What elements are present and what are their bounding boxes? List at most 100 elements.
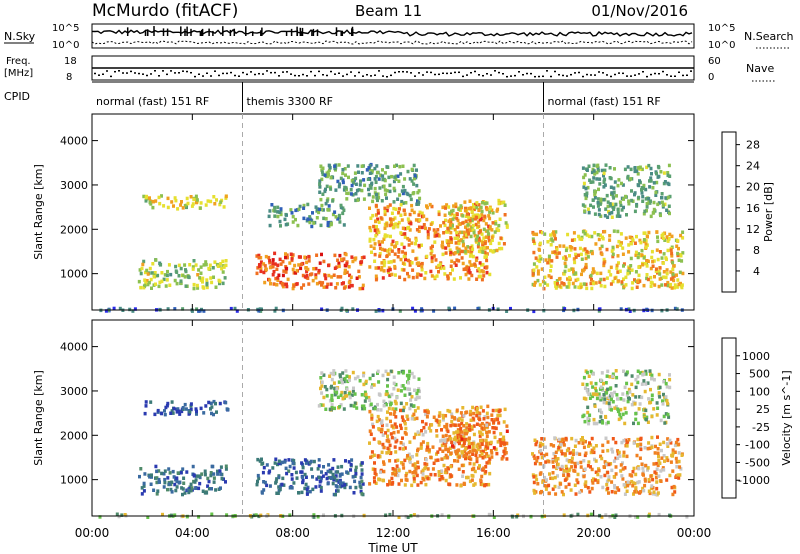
echo-cell [471, 474, 475, 478]
echo-cell [400, 478, 403, 483]
echo-cell [391, 467, 395, 471]
echo-cell [389, 234, 392, 239]
echo-cell [626, 480, 630, 484]
echo-cell [388, 217, 392, 221]
echo-cell [360, 479, 364, 484]
echo-cell [424, 422, 428, 426]
echo-cell [398, 309, 402, 313]
echo-cell [660, 456, 664, 460]
echo-cell [179, 471, 183, 475]
echo-cell [460, 463, 464, 468]
nave-dot [134, 72, 136, 74]
echo-cell [589, 369, 593, 374]
echo-cell [377, 177, 381, 181]
echo-cell [610, 202, 614, 206]
nave-dot [230, 71, 232, 74]
echo-cell [487, 224, 491, 229]
echo-cell [475, 406, 479, 411]
echo-cell [627, 307, 631, 311]
echo-cell [540, 455, 544, 460]
echo-cell [474, 258, 478, 262]
echo-cell [423, 276, 427, 281]
echo-cell [348, 375, 351, 379]
echo-cell [439, 439, 443, 443]
echo-cell [452, 437, 456, 442]
nave-dot [538, 75, 540, 78]
echo-cell [175, 410, 179, 414]
echo-cell [467, 436, 471, 440]
echo-cell [646, 466, 650, 470]
echo-cell [291, 220, 295, 224]
colorbar-tick-label: 24 [746, 160, 760, 173]
echo-cell [403, 420, 407, 424]
echo-cell [257, 256, 261, 260]
echo-cell [504, 451, 508, 455]
echo-cell [143, 283, 147, 288]
echo-cell [384, 192, 388, 197]
echo-cell [681, 271, 685, 276]
echo-cell [578, 237, 582, 241]
echo-cell [624, 438, 627, 443]
y-tick-label: 4000 [60, 135, 88, 148]
echo-cell [628, 473, 632, 477]
echo-cell [554, 492, 558, 496]
echo-cell [369, 216, 373, 220]
echo-cell [160, 194, 163, 198]
echo-cell [408, 406, 412, 411]
echo-cell [376, 408, 380, 412]
echo-cell [348, 395, 352, 400]
nave-dot [590, 74, 592, 76]
echo-cell [480, 232, 484, 236]
echo-cell [562, 282, 566, 286]
echo-cell [170, 490, 174, 494]
echo-cell [197, 515, 201, 519]
nave-dot [474, 70, 476, 73]
echo-cell [259, 256, 263, 260]
echo-cell [220, 266, 224, 271]
echo-cell [403, 212, 407, 216]
echo-cell [360, 188, 364, 193]
echo-cell [219, 465, 223, 469]
echo-cell [454, 241, 458, 245]
echo-cell [413, 462, 417, 466]
echo-cell [383, 206, 387, 211]
echo-cell [621, 183, 625, 187]
echo-cell [610, 191, 614, 195]
echo-cell [163, 412, 167, 417]
echo-cell [213, 202, 217, 206]
echo-cell [669, 277, 673, 281]
echo-cell [235, 309, 239, 313]
echo-cell [497, 201, 501, 206]
echo-cell [630, 474, 634, 478]
echo-cell [326, 481, 330, 486]
echo-cell [265, 483, 269, 488]
echo-cell [535, 459, 539, 463]
echo-cell [484, 438, 488, 443]
nave-dot [234, 74, 236, 77]
echo-cell [353, 401, 357, 405]
echo-cell [587, 374, 591, 378]
echo-cell [377, 427, 381, 431]
echo-cell [320, 307, 324, 311]
echo-cell [185, 196, 189, 201]
echo-cell [417, 243, 421, 248]
echo-cell [381, 168, 384, 172]
echo-cell [418, 218, 422, 222]
echo-cell [330, 384, 333, 389]
echo-cell [369, 402, 373, 406]
echo-cell [375, 164, 379, 168]
echo-cell [550, 237, 554, 241]
echo-cell [166, 307, 170, 311]
echo-cell [377, 266, 380, 270]
echo-cell [599, 475, 603, 479]
echo-cell [285, 471, 289, 476]
echo-cell [475, 459, 479, 464]
echo-cell [499, 236, 503, 240]
echo-cell [577, 285, 581, 289]
echo-cell [345, 197, 349, 201]
echo-cell [626, 483, 630, 488]
echo-cell [331, 175, 335, 180]
echo-cell [438, 411, 442, 415]
echo-cell [534, 442, 538, 447]
echo-cell [543, 232, 547, 236]
